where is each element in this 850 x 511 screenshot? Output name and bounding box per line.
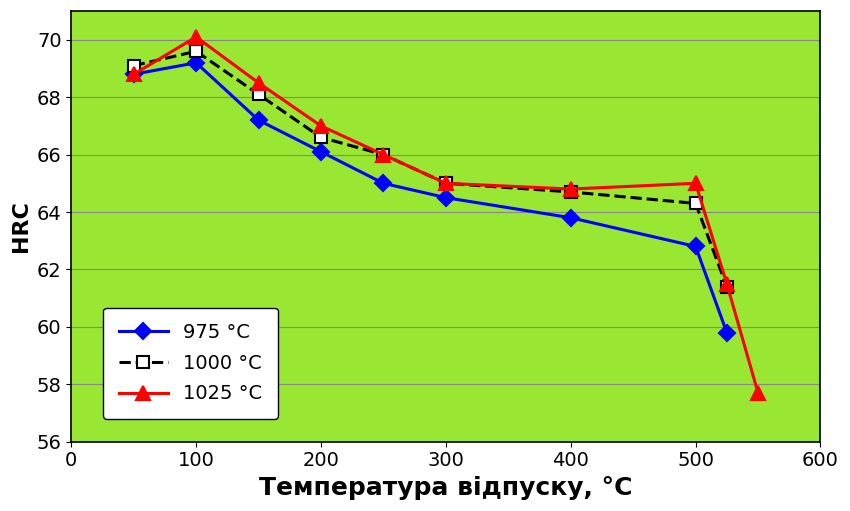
Line: 975 °C: 975 °C — [128, 57, 733, 338]
1025 °C — [690, 180, 700, 187]
1025 °C — [191, 34, 201, 40]
975 °C — [565, 215, 575, 221]
1025 °C — [128, 71, 139, 77]
975 °C — [316, 149, 326, 155]
1025 °C — [753, 390, 763, 396]
1000 °C — [378, 152, 388, 158]
975 °C — [722, 330, 732, 336]
975 °C — [378, 180, 388, 187]
975 °C — [441, 195, 451, 201]
1000 °C — [316, 134, 326, 141]
975 °C — [690, 243, 700, 249]
1025 °C — [722, 281, 732, 287]
1025 °C — [316, 123, 326, 129]
975 °C — [128, 71, 139, 77]
1000 °C — [128, 62, 139, 68]
Line: 1000 °C: 1000 °C — [128, 45, 733, 293]
1000 °C — [565, 189, 575, 195]
1000 °C — [191, 48, 201, 54]
1025 °C — [378, 152, 388, 158]
1025 °C — [441, 180, 451, 187]
975 °C — [253, 117, 264, 123]
Line: 1025 °C: 1025 °C — [127, 30, 765, 400]
X-axis label: Температура відпуску, °C: Температура відпуску, °C — [259, 476, 632, 500]
1000 °C — [441, 180, 451, 187]
1000 °C — [690, 200, 700, 206]
1025 °C — [565, 186, 575, 192]
1000 °C — [722, 284, 732, 290]
Y-axis label: HRC: HRC — [11, 200, 31, 252]
Legend: 975 °C, 1000 °C, 1025 °C: 975 °C, 1000 °C, 1025 °C — [104, 308, 278, 419]
1025 °C — [253, 80, 264, 86]
975 °C — [191, 60, 201, 66]
1000 °C — [253, 91, 264, 98]
